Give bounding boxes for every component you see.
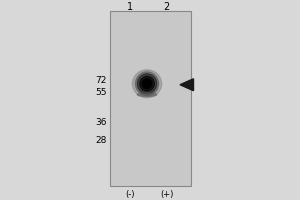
Bar <box>110 11 190 186</box>
Text: (-): (-) <box>126 190 135 199</box>
Text: 55: 55 <box>95 88 106 97</box>
Ellipse shape <box>132 70 162 98</box>
Ellipse shape <box>142 79 152 89</box>
Ellipse shape <box>135 72 159 96</box>
Text: 2: 2 <box>164 2 169 12</box>
Ellipse shape <box>137 74 157 94</box>
Text: 1: 1 <box>128 2 134 12</box>
Text: 28: 28 <box>95 136 106 145</box>
Ellipse shape <box>144 81 150 87</box>
Text: (+): (+) <box>160 190 173 199</box>
Ellipse shape <box>140 76 154 91</box>
Text: 72: 72 <box>95 76 106 85</box>
Ellipse shape <box>137 93 157 96</box>
Text: 36: 36 <box>95 118 106 127</box>
Polygon shape <box>180 79 194 91</box>
